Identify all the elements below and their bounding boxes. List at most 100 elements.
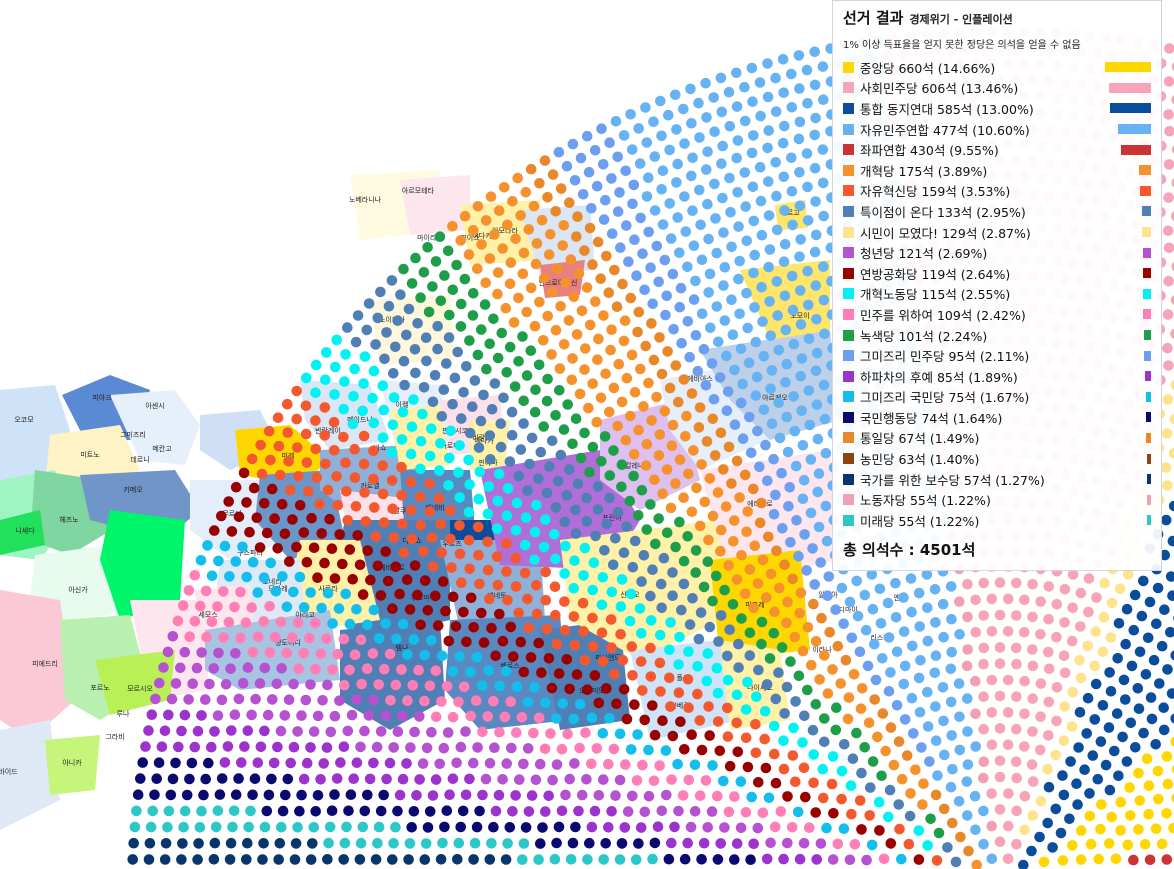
seat-dot[interactable] xyxy=(625,588,637,600)
seat-dot[interactable] xyxy=(484,593,495,605)
seat-dot[interactable] xyxy=(367,392,378,404)
seat-dot[interactable] xyxy=(732,746,744,758)
seat-dot[interactable] xyxy=(478,389,489,401)
seat-dot[interactable] xyxy=(614,774,626,786)
seat-dot[interactable] xyxy=(795,587,807,599)
seat-dot[interactable] xyxy=(367,648,379,659)
seat-dot[interactable] xyxy=(779,120,790,132)
seat-dot[interactable] xyxy=(233,693,245,705)
seat-dot[interactable] xyxy=(1162,664,1173,675)
seat-dot[interactable] xyxy=(696,254,708,266)
seat-dot[interactable] xyxy=(347,574,359,585)
seat-dot[interactable] xyxy=(774,432,786,444)
seat-dot[interactable] xyxy=(459,210,471,222)
seat-dot[interactable] xyxy=(677,790,689,801)
seat-dot[interactable] xyxy=(189,570,201,581)
seat-dot[interactable] xyxy=(778,87,789,98)
seat-dot[interactable] xyxy=(225,663,236,674)
seat-dot[interactable] xyxy=(461,361,472,372)
seat-dot[interactable] xyxy=(422,605,434,616)
seat-dot[interactable] xyxy=(342,322,353,333)
seat-dot[interactable] xyxy=(814,674,825,685)
seat-dot[interactable] xyxy=(930,701,941,712)
seat-dot[interactable] xyxy=(314,498,325,510)
seat-dot[interactable] xyxy=(817,763,829,775)
seat-dot[interactable] xyxy=(455,821,467,833)
seat-dot[interactable] xyxy=(522,743,534,754)
seat-dot[interactable] xyxy=(228,805,240,817)
seat-dot[interactable] xyxy=(727,599,739,610)
seat-dot[interactable] xyxy=(259,498,270,509)
seat-dot[interactable] xyxy=(626,144,638,155)
seat-dot[interactable] xyxy=(978,691,989,702)
seat-dot[interactable] xyxy=(655,95,666,107)
seat-dot[interactable] xyxy=(347,418,359,430)
seat-dot[interactable] xyxy=(843,692,855,703)
seat-dot[interactable] xyxy=(786,822,798,833)
seat-dot[interactable] xyxy=(657,219,669,230)
seat-dot[interactable] xyxy=(712,487,724,498)
seat-dot[interactable] xyxy=(682,674,694,685)
seat-dot[interactable] xyxy=(534,758,546,770)
seat-dot[interactable] xyxy=(349,472,361,483)
seat-dot[interactable] xyxy=(1095,736,1107,747)
seat-dot[interactable] xyxy=(773,344,785,356)
seat-dot[interactable] xyxy=(661,290,672,302)
seat-dot[interactable] xyxy=(392,726,404,737)
seat-dot[interactable] xyxy=(1059,701,1070,712)
seat-dot[interactable] xyxy=(437,576,449,587)
seat-dot[interactable] xyxy=(587,378,598,390)
map-region[interactable] xyxy=(0,590,75,740)
seat-dot[interactable] xyxy=(201,631,212,643)
seat-dot[interactable] xyxy=(962,611,973,623)
seat-dot[interactable] xyxy=(725,207,736,218)
seat-dot[interactable] xyxy=(703,287,714,298)
seat-dot[interactable] xyxy=(279,710,291,721)
seat-dot[interactable] xyxy=(723,86,735,98)
seat-dot[interactable] xyxy=(663,853,675,865)
seat-dot[interactable] xyxy=(723,441,735,453)
seat-dot[interactable] xyxy=(819,413,831,425)
seat-dot[interactable] xyxy=(1159,549,1171,561)
seat-dot[interactable] xyxy=(1143,808,1154,820)
seat-dot[interactable] xyxy=(529,554,540,566)
seat-dot[interactable] xyxy=(821,535,833,547)
seat-dot[interactable] xyxy=(640,460,652,471)
seat-dot[interactable] xyxy=(484,338,496,350)
seat-dot[interactable] xyxy=(683,468,694,480)
seat-dot[interactable] xyxy=(715,838,726,849)
seat-dot[interactable] xyxy=(344,618,356,630)
seat-dot[interactable] xyxy=(739,167,751,178)
seat-dot[interactable] xyxy=(184,773,195,785)
seat-dot[interactable] xyxy=(387,603,398,614)
seat-dot[interactable] xyxy=(176,725,187,737)
seat-dot[interactable] xyxy=(316,602,327,614)
seat-dot[interactable] xyxy=(947,763,958,775)
seat-dot[interactable] xyxy=(671,124,682,135)
seat-dot[interactable] xyxy=(797,493,809,505)
seat-dot[interactable] xyxy=(471,821,483,833)
seat-dot[interactable] xyxy=(978,577,989,589)
legend-item[interactable]: 하파차의 후예 85석 (1.89%) xyxy=(843,366,1151,387)
seat-dot[interactable] xyxy=(741,235,752,247)
seat-dot[interactable] xyxy=(768,627,780,639)
seat-dot[interactable] xyxy=(970,741,981,752)
seat-dot[interactable] xyxy=(670,541,681,553)
seat-dot[interactable] xyxy=(598,774,609,785)
seat-dot[interactable] xyxy=(883,632,895,643)
seat-dot[interactable] xyxy=(815,557,826,568)
seat-dot[interactable] xyxy=(1010,642,1022,654)
seat-dot[interactable] xyxy=(651,391,662,403)
seat-dot[interactable] xyxy=(280,789,291,801)
seat-dot[interactable] xyxy=(781,358,793,370)
seat-dot[interactable] xyxy=(282,773,294,785)
seat-dot[interactable] xyxy=(510,233,521,245)
seat-dot[interactable] xyxy=(296,789,307,801)
seat-dot[interactable] xyxy=(716,106,728,118)
seat-dot[interactable] xyxy=(222,741,234,752)
seat-dot[interactable] xyxy=(708,92,719,103)
seat-dot[interactable] xyxy=(643,790,655,802)
seat-dot[interactable] xyxy=(779,205,790,216)
seat-dot[interactable] xyxy=(1167,535,1174,547)
seat-dot[interactable] xyxy=(200,694,211,705)
